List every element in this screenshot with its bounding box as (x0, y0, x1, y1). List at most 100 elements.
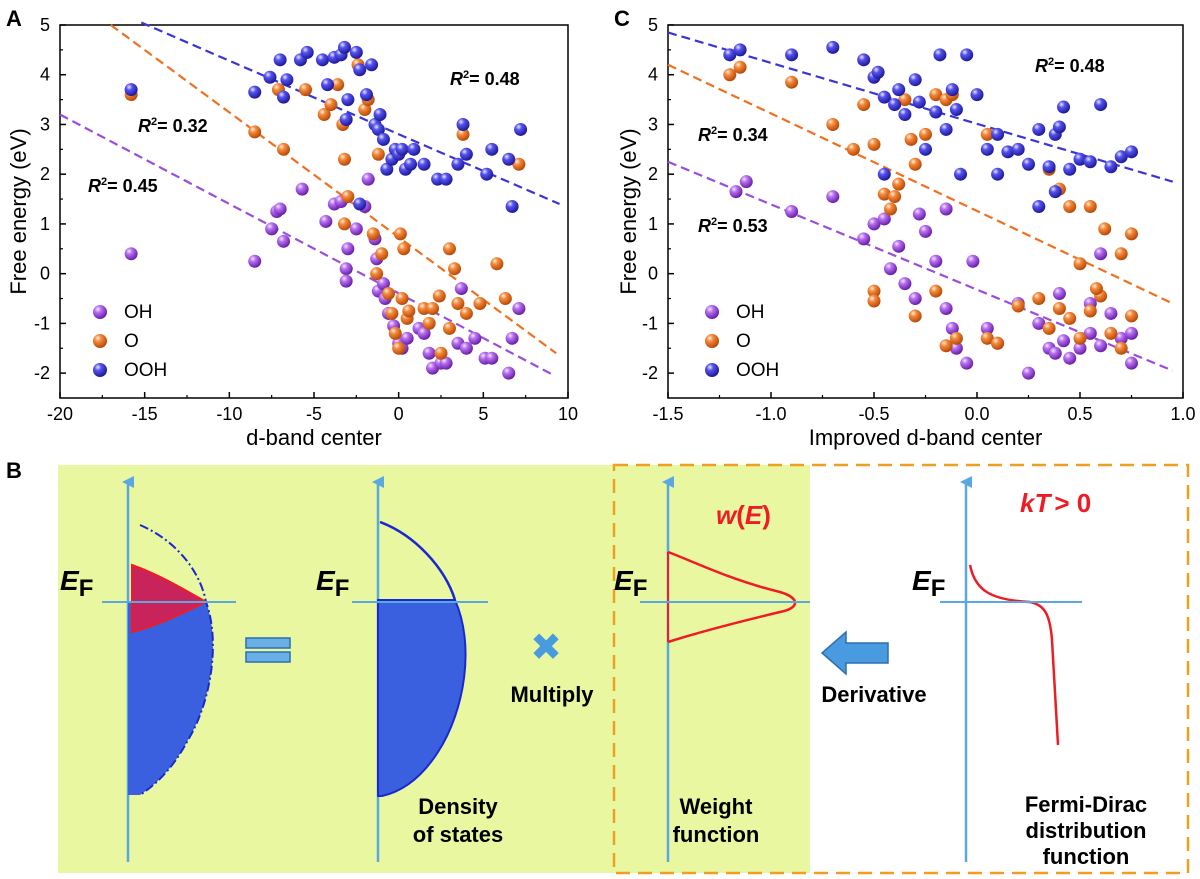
data-point (1104, 306, 1118, 320)
x-axis-label: Improved d-band center (809, 425, 1043, 450)
data-point (1032, 122, 1046, 136)
legend-marker (705, 334, 719, 348)
data-point (1094, 339, 1108, 353)
data-point (417, 157, 431, 171)
data-point (1125, 309, 1138, 323)
legend-label: OOH (736, 360, 779, 381)
data-point (359, 88, 373, 102)
data-point (919, 224, 932, 238)
data-point (317, 108, 331, 122)
data-point (1104, 326, 1118, 340)
data-point (353, 63, 367, 77)
x-tick-label: -0.5 (858, 404, 889, 424)
data-point (1114, 150, 1128, 164)
data-point (277, 234, 291, 248)
x-tick-label: -10 (216, 404, 242, 424)
data-point (468, 331, 482, 345)
dos-empty-states (379, 520, 457, 601)
r2-annotation: R2= 0.45 (88, 176, 158, 196)
data-point (733, 60, 747, 74)
data-point (1114, 331, 1128, 345)
data-point (459, 147, 473, 161)
r2-annotation: R2= 0.48 (1035, 56, 1105, 76)
data-point (785, 48, 799, 62)
legend-item: O (93, 331, 139, 352)
x-tick-label: 5 (478, 404, 488, 424)
data-point (1042, 321, 1056, 335)
x-tick-label: 1.0 (1170, 404, 1195, 424)
data-point (432, 289, 446, 303)
data-point (341, 242, 355, 256)
data-point (904, 132, 918, 146)
equals-sign (245, 637, 291, 663)
data-point (512, 301, 526, 315)
data-point (299, 83, 313, 97)
data-point (319, 214, 333, 228)
data-point (422, 346, 436, 360)
data-point (960, 356, 974, 370)
legend-label: O (736, 331, 751, 352)
data-point (502, 152, 516, 166)
data-point (392, 341, 406, 355)
data-point (933, 48, 947, 62)
data-point (883, 262, 897, 276)
data-point (980, 142, 994, 156)
data-point (300, 45, 314, 59)
data-point (339, 112, 353, 126)
data-point (1052, 120, 1066, 134)
data-point (908, 157, 922, 171)
panel-label-a: A (6, 6, 22, 31)
data-point (321, 78, 335, 92)
data-point (1011, 299, 1025, 313)
x-tick-label: 10 (558, 404, 578, 424)
data-point (877, 212, 891, 226)
scatter-plot-c: -1.5 -1.0 -0.5 0.0 0.5 1.0 -2 -1 0 1 2 3 4 5 Improved … (616, 15, 1196, 450)
ef-label-2: EF (316, 565, 349, 602)
data-point (1052, 301, 1066, 315)
data-point (729, 185, 743, 199)
data-point (1052, 287, 1066, 301)
data-point (871, 65, 885, 79)
y-tick-label: 3 (648, 114, 658, 134)
data-point (723, 48, 737, 62)
data-point (331, 78, 345, 92)
data-point (124, 247, 138, 261)
data-point (892, 83, 906, 97)
panel-b-schematic: B EF EF Density of states ✖ (6, 458, 1190, 875)
data-point (382, 287, 396, 301)
legend-marker (93, 363, 107, 377)
data-point (1057, 100, 1071, 114)
y-axis-label: Free energy (eV) (616, 128, 641, 294)
panel-c-chart: C -1.5 -1.0 -0.5 0.0 0.5 1.0 -2 -1 0 1 2 3 4 5 Improve… (614, 6, 1196, 450)
series-oh (124, 172, 526, 380)
data-point (349, 45, 363, 59)
data-point (1063, 351, 1077, 365)
data-point (908, 309, 922, 323)
data-point (867, 294, 881, 308)
data-point (514, 122, 528, 136)
data-point (337, 217, 351, 231)
data-point (980, 127, 994, 141)
data-point (919, 127, 932, 141)
data-point (991, 167, 1005, 181)
y-tick-label: 2 (40, 164, 50, 184)
legend-item: OOH (705, 360, 779, 381)
data-point (456, 117, 470, 131)
data-point (945, 83, 959, 97)
data-point (1032, 316, 1046, 330)
legend-label: OOH (124, 360, 167, 381)
data-point (826, 190, 840, 204)
data-point (349, 222, 363, 236)
data-point (892, 177, 906, 191)
data-point (459, 306, 473, 320)
fermi-dirac-curve (968, 564, 1060, 746)
data-point (929, 105, 943, 119)
legend-marker (705, 363, 719, 377)
data-point (846, 142, 860, 156)
y-tick-label: 5 (648, 15, 658, 35)
data-point (341, 190, 355, 204)
data-point (370, 267, 384, 281)
y-tick-label: -2 (34, 363, 50, 383)
data-point (402, 304, 416, 318)
